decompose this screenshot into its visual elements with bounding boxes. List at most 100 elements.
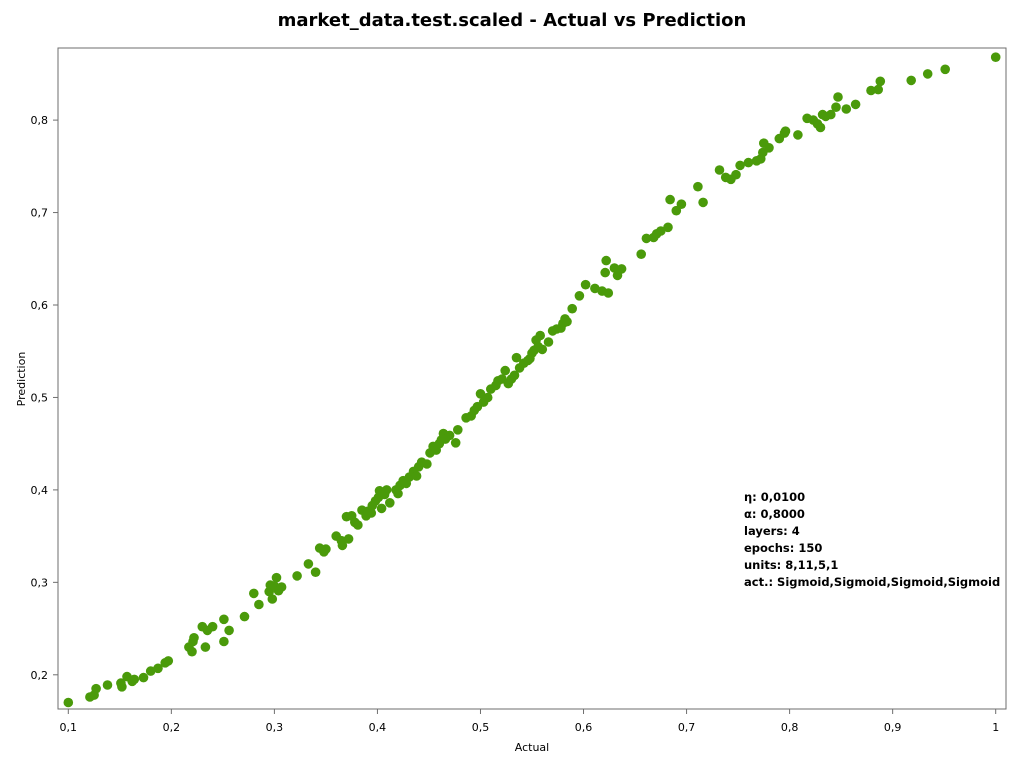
data-point <box>603 288 614 298</box>
data-point <box>303 559 314 569</box>
data-point <box>735 160 745 171</box>
data-point <box>511 352 522 363</box>
y-tick-label: 0,5 <box>31 391 49 404</box>
data-point <box>381 485 392 495</box>
data-point <box>663 222 673 233</box>
plot-area-frame <box>57 47 1007 710</box>
x-tick-label: 1 <box>992 721 999 734</box>
y-axis-label: Prediction <box>15 352 28 407</box>
x-tick-label: 0,5 <box>472 721 490 734</box>
data-point <box>200 642 211 652</box>
data-point <box>91 683 101 694</box>
x-tick-label: 0,7 <box>678 721 696 734</box>
data-points <box>63 52 1001 708</box>
x-tick-label: 0,2 <box>163 721 181 734</box>
y-tick-label: 0,7 <box>31 207 49 220</box>
data-point <box>145 666 156 676</box>
data-point <box>815 122 826 133</box>
data-point <box>376 503 387 514</box>
data-point <box>393 488 403 499</box>
data-point <box>875 76 886 87</box>
data-point <box>239 611 250 622</box>
data-point <box>535 330 545 341</box>
data-point <box>189 633 199 643</box>
data-point <box>444 430 455 441</box>
x-axis-label: Actual <box>515 741 549 754</box>
y-axis: 0,2 0,3 0,4 0,5 0,6 0,7 0,8 <box>31 114 58 682</box>
data-point <box>714 165 725 175</box>
data-point <box>866 85 876 96</box>
annotation-epochs: epochs: 150 <box>744 541 823 555</box>
data-point <box>422 459 432 469</box>
annotation-momentum: α: 0,8000 <box>744 507 805 521</box>
data-point <box>102 680 113 690</box>
data-point <box>609 263 620 273</box>
data-point <box>831 102 841 112</box>
data-point <box>500 365 511 376</box>
data-point <box>693 181 703 192</box>
x-tick-label: 0,1 <box>60 721 78 734</box>
data-point <box>129 674 140 685</box>
data-point <box>567 303 577 314</box>
data-point <box>543 337 554 347</box>
data-point <box>138 672 149 683</box>
data-point <box>271 572 282 583</box>
x-tick-label: 0,6 <box>575 721 593 734</box>
y-tick-label: 0,8 <box>31 114 49 127</box>
y-tick-label: 0,6 <box>31 299 49 312</box>
data-point <box>676 199 687 209</box>
data-point <box>826 109 836 120</box>
data-point <box>873 84 883 95</box>
data-point <box>385 498 395 508</box>
data-point <box>671 205 682 216</box>
data-point <box>600 267 610 278</box>
data-point <box>187 646 197 657</box>
data-point <box>411 471 422 481</box>
data-point <box>641 233 652 244</box>
x-tick-label: 0,9 <box>884 721 902 734</box>
annotation-units: units: 8,11,5,1 <box>744 558 839 572</box>
data-point <box>117 682 127 692</box>
data-point <box>764 143 774 153</box>
data-point <box>224 625 234 636</box>
data-point <box>841 104 852 114</box>
data-point <box>207 621 218 632</box>
data-point <box>580 279 591 290</box>
data-point <box>616 264 627 274</box>
annotation-layers: layers: 4 <box>744 524 800 538</box>
data-point <box>574 291 585 301</box>
data-point <box>562 316 572 327</box>
data-point <box>698 197 708 208</box>
data-point <box>665 194 675 205</box>
data-point <box>656 226 666 236</box>
data-point <box>219 614 229 625</box>
annotation-learning-rate: η: 0,0100 <box>744 490 806 504</box>
data-point <box>343 534 354 544</box>
x-tick-label: 0,3 <box>266 721 284 734</box>
data-point <box>63 697 74 708</box>
data-point <box>453 425 463 435</box>
data-point <box>590 283 600 294</box>
data-point <box>153 663 163 674</box>
x-axis: 0,1 0,2 0,3 0,4 0,5 0,6 0,7 0,8 0,9 1 <box>60 709 999 734</box>
data-point <box>793 130 803 140</box>
data-point <box>276 582 287 592</box>
data-point <box>366 508 377 518</box>
data-point <box>601 255 611 266</box>
data-point <box>254 599 264 610</box>
data-point <box>219 636 229 647</box>
data-point <box>636 249 646 259</box>
data-point <box>906 75 916 86</box>
data-point <box>353 520 363 530</box>
data-point <box>310 567 321 577</box>
x-tick-label: 0,4 <box>369 721 387 734</box>
data-point <box>163 656 174 666</box>
data-point <box>509 370 520 381</box>
y-tick-label: 0,3 <box>31 576 49 589</box>
data-point <box>537 344 548 355</box>
data-point <box>321 544 331 554</box>
data-point <box>780 126 791 136</box>
data-point <box>450 438 461 448</box>
y-tick-label: 0,4 <box>31 484 49 497</box>
